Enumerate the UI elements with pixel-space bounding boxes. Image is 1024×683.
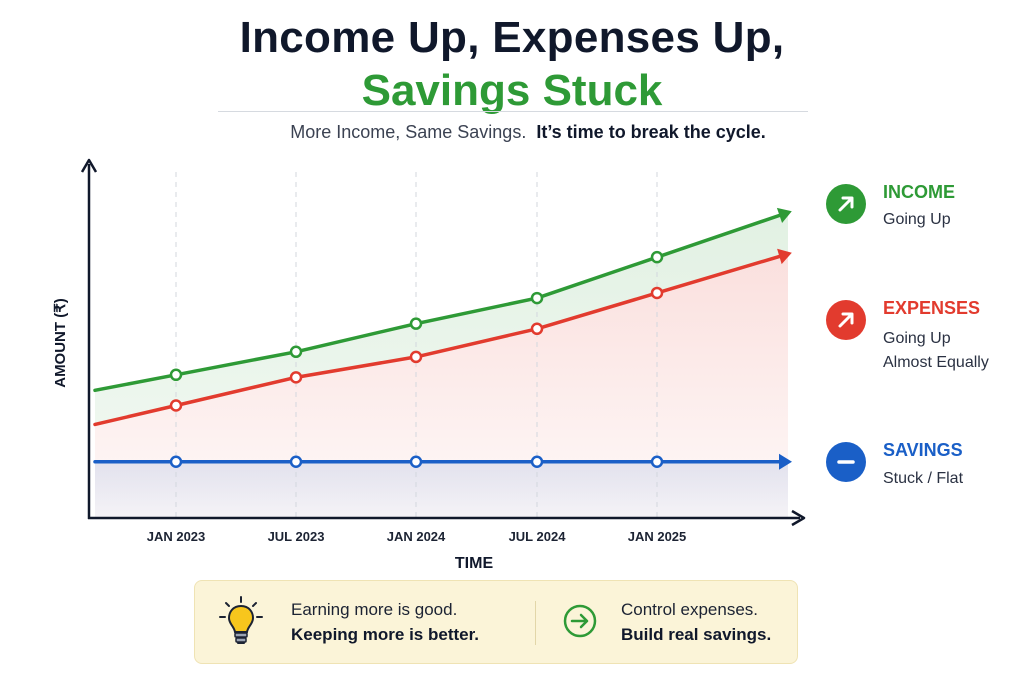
legend-expenses-label: EXPENSES [883,298,981,318]
x-tick-label-4: JAN 2025 [628,529,687,544]
expenses-point-2 [409,350,423,364]
title-line-2: Savings Stuck [361,66,663,115]
chart-title: Income Up, Expenses Up, Savings Stuck [0,10,1024,116]
title-line-1: Income Up, Expenses Up, [239,13,785,62]
subtitle: More Income, Same Savings. It’s time to … [0,122,1024,143]
savings-point-0 [169,455,183,468]
savings-arrowhead [779,453,792,470]
savings-point-4 [650,455,664,468]
callout-divider [535,601,536,645]
savings-area-fill [95,461,788,518]
income-point-1 [289,345,303,359]
arrow-up-right-icon [826,300,866,340]
subtitle-bold: It’s time to break the cycle. [536,122,766,142]
income-arrowhead [776,207,792,223]
x-tick-labels: JAN 2023 JUL 2023 JAN 2024 JUL 2024 JAN 2025 [147,529,687,544]
expenses-point-1 [289,371,303,384]
tip-callout: Earning more is good. Keeping more is be… [194,580,798,664]
income-point-3 [530,291,544,305]
expenses-point-0 [169,399,183,412]
income-point-0 [169,368,183,382]
x-tick-label-0: JAN 2023 [147,529,206,544]
legend-savings-label: SAVINGS [883,440,963,460]
legend-income-desc: Going Up [883,211,951,228]
x-tick-label-3: JUL 2024 [509,529,567,544]
legend-income-label: INCOME [883,182,955,202]
y-axis-label: AMOUNT (₹) [52,298,69,388]
income-point-2 [409,317,423,330]
x-tick-label-1: JUL 2023 [268,529,325,544]
series-points [169,250,664,468]
callout-left-text: Earning more is good. Keeping more is be… [291,597,479,647]
savings-point-1 [289,455,303,468]
lightbulb-icon [217,595,265,649]
savings-point-2 [409,455,423,468]
gridlines [175,172,658,518]
y-axis-arrow [80,158,98,173]
subtitle-plain: More Income, Same Savings. [290,122,527,142]
legend-expenses-desc-1: Going Up [883,330,951,347]
minus-icon [826,442,866,482]
expenses-area-fill [95,253,788,518]
arrow-right-circle-icon [563,604,597,638]
callout-left-line2: Keeping more is better. [291,625,479,644]
legend-savings-desc: Stuck / Flat [883,470,964,487]
x-axis-label: TIME [455,555,494,572]
callout-right-text: Control expenses. Build real savings. [621,597,771,647]
series-fills [95,212,788,518]
expenses-point-4 [650,286,664,300]
arrow-up-right-icon [826,184,866,224]
title-divider [218,111,808,112]
callout-left-line1: Earning more is good. [291,600,458,619]
x-axis-arrow [791,509,806,527]
callout-right-line2: Build real savings. [621,625,772,644]
x-tick-label-2: JAN 2024 [387,529,446,544]
expenses-point-3 [530,322,544,336]
income-point-4 [650,250,664,264]
callout-right-line1: Control expenses. [621,600,759,619]
expenses-arrowhead [777,248,792,265]
legend-expenses-desc-2: Almost Equally [883,354,989,371]
axes [80,158,806,527]
savings-point-3 [530,455,544,468]
